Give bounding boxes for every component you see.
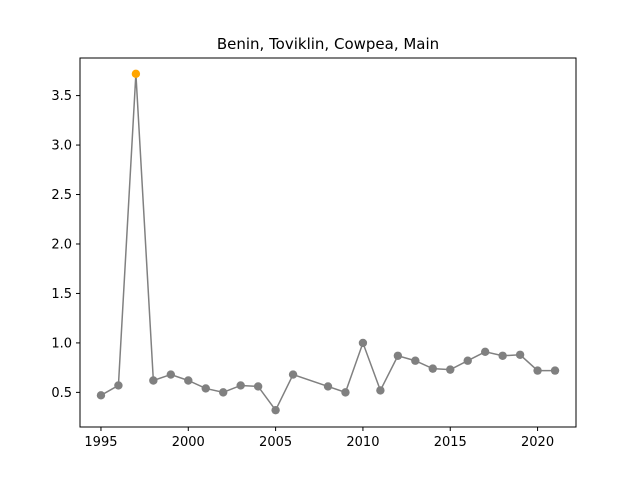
plot-area: [96, 69, 560, 415]
data-point: [253, 382, 263, 391]
data-point: [358, 338, 368, 348]
chart-title: Benin, Toviklin, Cowpea, Main: [217, 35, 439, 53]
data-point: [463, 356, 472, 365]
data-point: [271, 405, 280, 415]
y-tick-label: 3.0: [51, 139, 72, 154]
data-point: [166, 370, 176, 379]
y-tick-label: 1.5: [51, 287, 72, 302]
data-point: [288, 370, 298, 379]
highlight-point: [131, 69, 141, 79]
axes: 1995 2000 2005 2010 2015 2020 0.5 1.0 1.5 2.0 2.5 3…: [51, 89, 554, 450]
x-tick-label: 2000: [172, 435, 205, 450]
data-point: [428, 364, 437, 373]
data-point: [149, 376, 158, 385]
data-point: [411, 356, 420, 365]
y-tick-label: 0.5: [51, 386, 72, 401]
data-point: [533, 366, 542, 375]
x-tick-label: 1995: [84, 435, 117, 450]
x-tick-label: 2020: [521, 435, 554, 450]
data-point: [341, 388, 350, 397]
plot-frame: [79, 57, 577, 428]
data-point: [201, 384, 210, 393]
y-tick-label: 1.0: [51, 336, 72, 351]
y-tick-label: 2.5: [51, 188, 72, 203]
data-point: [515, 350, 525, 359]
data-point: [184, 376, 193, 385]
data-point: [236, 381, 245, 390]
data-point: [96, 391, 106, 400]
x-tick-label: 2010: [346, 435, 379, 450]
y-tick-label: 3.5: [51, 89, 72, 104]
data-point: [393, 351, 403, 360]
data-point: [323, 382, 333, 391]
data-point: [480, 347, 490, 357]
data-point: [498, 351, 507, 360]
data-point: [219, 388, 228, 397]
data-point: [114, 381, 123, 390]
data-point: [446, 365, 455, 374]
data-point: [376, 386, 385, 395]
data-point: [550, 366, 560, 375]
y-tick-label: 2.0: [51, 237, 72, 252]
x-tick-label: 2005: [259, 435, 292, 450]
x-tick-label: 2015: [434, 435, 467, 450]
